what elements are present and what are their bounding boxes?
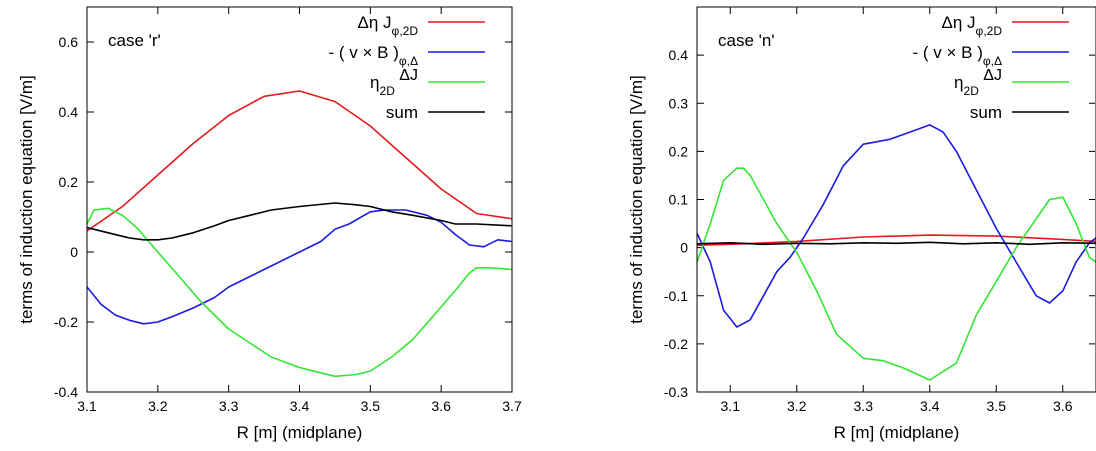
chart-panel-case-n: 3.1 3.2 3.3 3.4 3.5 3.6 -0.3 -0.2 -0.1 0 0.1 0.2 0.3… — [627, 6, 1096, 442]
x-axis-label: R [m] (midplane) — [834, 423, 960, 442]
series-line-2 — [697, 167, 1096, 381]
chart-panel-case-r: 3.1 3.2 3.3 3.4 3.5 3.6 3.7 -0.4 -0.2 0 0.2 0.4 0.6 c… — [17, 6, 522, 442]
y-tick-label: 0.6 — [59, 34, 79, 50]
case-annotation: case 'r' — [108, 31, 161, 50]
plot-frame — [696, 6, 1096, 393]
plot-frame — [86, 6, 513, 393]
y-tick-label: -0.2 — [54, 314, 78, 330]
x-axis-label: R [m] (midplane) — [237, 423, 363, 442]
x-tick-label: 3.3 — [854, 398, 874, 414]
series-line-0 — [87, 90, 512, 232]
y-tick-label: -0.1 — [664, 288, 688, 304]
legend-label: sum — [970, 103, 1002, 122]
legend-label: Δη Jφ,2D — [941, 13, 1002, 38]
y-tick-label: 0.4 — [59, 104, 79, 120]
x-tick-label: 3.3 — [219, 398, 239, 414]
series-line-1 — [697, 124, 1096, 328]
y-tick-label: 0 — [70, 244, 78, 260]
x-tick-label: 3.4 — [290, 398, 310, 414]
x-tick-label: 3.2 — [787, 398, 807, 414]
x-tick-label: 3.7 — [502, 398, 522, 414]
y-axis-label: terms of induction equation [V/m] — [17, 75, 36, 324]
y-tick-label: 0.4 — [669, 47, 689, 63]
y-tick-label: 0.1 — [669, 192, 689, 208]
y-tick-label: 0.3 — [669, 95, 689, 111]
x-tick-label: 3.2 — [148, 398, 168, 414]
x-tick-label: 3.4 — [920, 398, 940, 414]
y-tick-label: -0.4 — [54, 384, 78, 400]
legend-label: sum — [386, 103, 418, 122]
case-annotation: case 'n' — [718, 31, 775, 50]
series-line-3 — [87, 202, 512, 241]
y-axis-label: terms of induction equation [V/m] — [627, 75, 646, 324]
legend-label: - ( v × B )φ,Δ — [328, 43, 418, 68]
legend-label: Δη Jφ,2D — [357, 13, 418, 38]
legend-label: - ( v × B )φ,Δ — [912, 43, 1002, 68]
y-tick-label: 0 — [680, 240, 688, 256]
y-tick-label: -0.3 — [664, 384, 688, 400]
x-tick-label: 3.6 — [431, 398, 451, 414]
x-tick-label: 3.5 — [361, 398, 381, 414]
legend-label: η2D ΔJ — [954, 67, 1002, 99]
series-line-1 — [87, 209, 512, 325]
series-line-3 — [697, 241, 1096, 246]
x-tick-label: 3.5 — [987, 398, 1007, 414]
x-tick-label: 3.1 — [77, 398, 97, 414]
y-tick-label: 0.2 — [669, 143, 689, 159]
y-tick-label: 0.2 — [59, 174, 79, 190]
x-tick-label: 3.1 — [721, 398, 741, 414]
legend-label: η2D ΔJ — [370, 67, 418, 99]
y-tick-label: -0.2 — [664, 336, 688, 352]
x-tick-label: 3.6 — [1053, 398, 1073, 414]
series-line-2 — [87, 207, 512, 378]
